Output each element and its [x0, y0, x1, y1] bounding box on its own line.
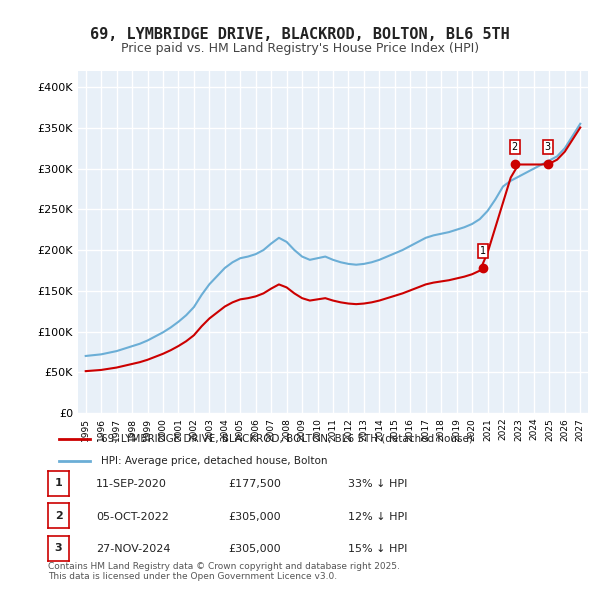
Text: HPI: Average price, detached house, Bolton: HPI: Average price, detached house, Bolt…	[101, 456, 328, 466]
Text: 05-OCT-2022: 05-OCT-2022	[96, 512, 169, 522]
Text: 15% ↓ HPI: 15% ↓ HPI	[348, 545, 407, 554]
Text: 69, LYMBRIDGE DRIVE, BLACKROD, BOLTON, BL6 5TH (detached house): 69, LYMBRIDGE DRIVE, BLACKROD, BOLTON, B…	[101, 434, 473, 444]
Text: 2: 2	[512, 142, 518, 152]
Text: Price paid vs. HM Land Registry's House Price Index (HPI): Price paid vs. HM Land Registry's House …	[121, 42, 479, 55]
Text: 1: 1	[479, 246, 486, 256]
Text: Contains HM Land Registry data © Crown copyright and database right 2025.
This d: Contains HM Land Registry data © Crown c…	[48, 562, 400, 581]
Text: 3: 3	[55, 543, 62, 553]
Text: 69, LYMBRIDGE DRIVE, BLACKROD, BOLTON, BL6 5TH: 69, LYMBRIDGE DRIVE, BLACKROD, BOLTON, B…	[90, 27, 510, 41]
Text: 3: 3	[545, 142, 551, 152]
Text: 33% ↓ HPI: 33% ↓ HPI	[348, 480, 407, 489]
Text: £305,000: £305,000	[228, 512, 281, 522]
Text: 2: 2	[55, 511, 62, 520]
Text: £305,000: £305,000	[228, 545, 281, 554]
Text: 27-NOV-2024: 27-NOV-2024	[96, 545, 170, 554]
Text: 11-SEP-2020: 11-SEP-2020	[96, 480, 167, 489]
Text: 1: 1	[55, 478, 62, 488]
Text: £177,500: £177,500	[228, 480, 281, 489]
Text: 12% ↓ HPI: 12% ↓ HPI	[348, 512, 407, 522]
